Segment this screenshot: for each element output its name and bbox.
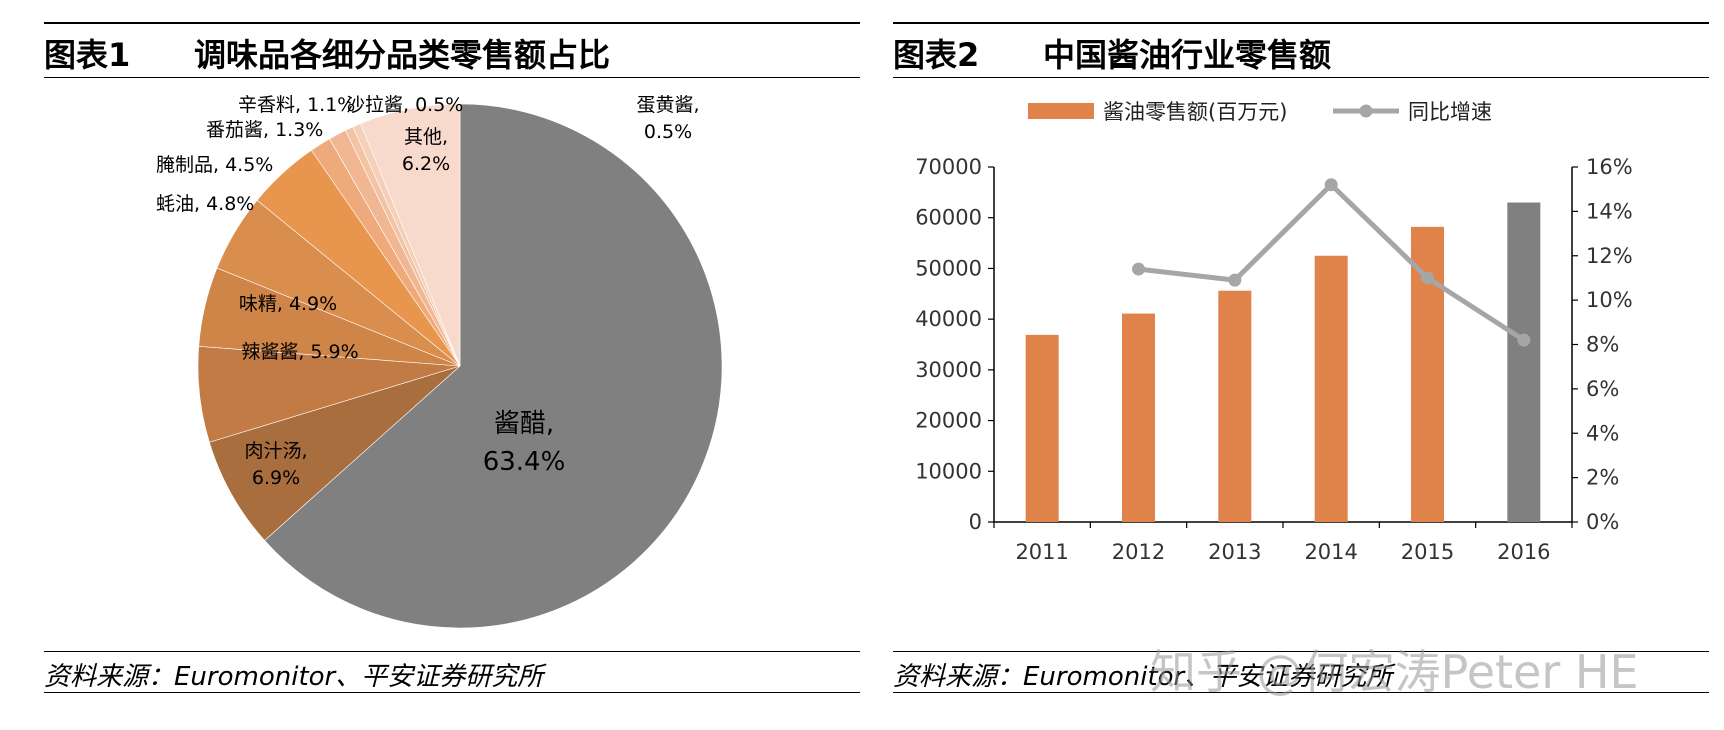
- y2-tick-label: 16%: [1586, 155, 1633, 179]
- figure2-title: 图表2 中国酱油行业零售额: [893, 30, 1331, 76]
- growth-point-2012: [1132, 262, 1145, 276]
- pie-pct-9: 0.5%: [644, 121, 692, 143]
- pie-label-3: 味精, 4.9%: [239, 293, 337, 315]
- pie-slice-0: [264, 103, 723, 629]
- pie-slice-1: [208, 365, 461, 541]
- pie-label-5: 腌制品, 4.5%: [156, 154, 273, 176]
- source-rule-top: [44, 651, 860, 652]
- source-rule-bottom: [44, 692, 860, 693]
- growth-point-2013: [1228, 273, 1242, 287]
- y2-tick-label: 2%: [1586, 466, 1619, 490]
- y-tick-label: 0: [969, 510, 982, 534]
- pie-label-6: 番茄酱, 1.3%: [206, 119, 323, 141]
- legend-bar-label: 酱油零售额(百万元): [1103, 100, 1287, 124]
- figure1-source: 资料来源：Euromonitor、平安证券研究所: [44, 662, 544, 692]
- source-rule-bottom: [893, 692, 1709, 693]
- y2-tick-label: 12%: [1586, 244, 1633, 268]
- bar-2011: [1025, 334, 1059, 522]
- figure2-title-text: 中国酱油行业零售额: [1043, 36, 1332, 74]
- growth-point-2014: [1324, 178, 1338, 192]
- pie-pct-1: 6.9%: [252, 467, 300, 489]
- figure1-title: 图表1 调味品各细分品类零售额占比: [44, 30, 610, 76]
- y-tick-label: 30000: [915, 358, 982, 382]
- y-tick-label: 60000: [915, 206, 982, 230]
- x-tick-label: 2014: [1304, 540, 1357, 564]
- growth-point-2016: [1517, 333, 1531, 347]
- y-tick-label: 70000: [915, 155, 982, 179]
- source-rule-top: [893, 651, 1709, 652]
- pie-label-9: 蛋黄酱,: [636, 94, 699, 116]
- top-rule: [44, 22, 860, 24]
- y-tick-label: 20000: [915, 409, 982, 433]
- x-tick-label: 2012: [1112, 540, 1165, 564]
- pie-label-4: 蚝油, 4.8%: [156, 193, 254, 215]
- y-tick-label: 50000: [915, 256, 982, 280]
- pie-pct-10: 6.2%: [402, 153, 450, 175]
- y-tick-label: 40000: [915, 307, 982, 331]
- bar-2014: [1314, 255, 1348, 522]
- legend-line-marker: [1359, 104, 1373, 118]
- y2-tick-label: 8%: [1586, 333, 1619, 357]
- legend-bar-swatch: [1028, 103, 1094, 119]
- pie-label-10: 其他,: [404, 126, 448, 148]
- x-tick-label: 2011: [1015, 540, 1068, 564]
- figure2-panel: 图表2 中国酱油行业零售额 0 10000 20000 30000 40000 50000 6…: [893, 0, 1709, 730]
- bar-2016: [1507, 202, 1541, 522]
- x-tick-label: 2013: [1208, 540, 1261, 564]
- title-rule: [893, 77, 1709, 78]
- pie-label-0: 酱醋,: [494, 409, 554, 439]
- pie-label-1: 肉汁汤,: [244, 440, 307, 462]
- y2-tick-label: 4%: [1586, 421, 1619, 445]
- top-rule: [893, 22, 1709, 24]
- y2-tick-label: 6%: [1586, 377, 1619, 401]
- bar-2015: [1411, 226, 1444, 523]
- legend-line-label: 同比增速: [1408, 100, 1492, 124]
- y2-tick-label: 0%: [1586, 510, 1619, 534]
- figure1-label: 图表1: [44, 36, 131, 74]
- pie-label-8: 沙拉酱, 0.5%: [346, 94, 463, 116]
- title-rule: [44, 77, 860, 78]
- growth-point-2015: [1421, 271, 1434, 285]
- pie-label-7: 辛香料, 1.1%: [238, 94, 355, 116]
- bar-2012: [1122, 313, 1155, 522]
- figure2-source: 资料来源：Euromonitor、平安证券研究所: [893, 662, 1393, 692]
- figure2-label: 图表2: [893, 36, 980, 74]
- x-tick-label: 2015: [1401, 540, 1454, 564]
- pie-slice-10: [360, 103, 461, 367]
- x-tick-label: 2016: [1497, 540, 1550, 564]
- pie-chart: 酱醋, 63.4% 肉汁汤, 6.9% 辣酱酱, 5.9% 味精, 4.9% 蚝油, 4.8…: [156, 94, 723, 629]
- figure1-title-text: 调味品各细分品类零售额占比: [194, 36, 611, 74]
- y-tick-label: 10000: [915, 459, 982, 483]
- pie-pct-0: 63.4%: [483, 447, 566, 477]
- bar-2013: [1218, 290, 1252, 522]
- figure1-panel: 图表1 调味品各细分品类零售额占比 酱醋, 63.4% 肉汁汤, 6.9% 辣酱酱, 5.…: [44, 0, 860, 730]
- pie-label-2: 辣酱酱, 5.9%: [241, 341, 358, 363]
- y2-tick-label: 14%: [1586, 199, 1633, 223]
- y2-tick-label: 10%: [1586, 288, 1633, 312]
- bar-line-chart: 0 10000 20000 30000 40000 50000 60000 70000 0% 2%…: [915, 100, 1633, 564]
